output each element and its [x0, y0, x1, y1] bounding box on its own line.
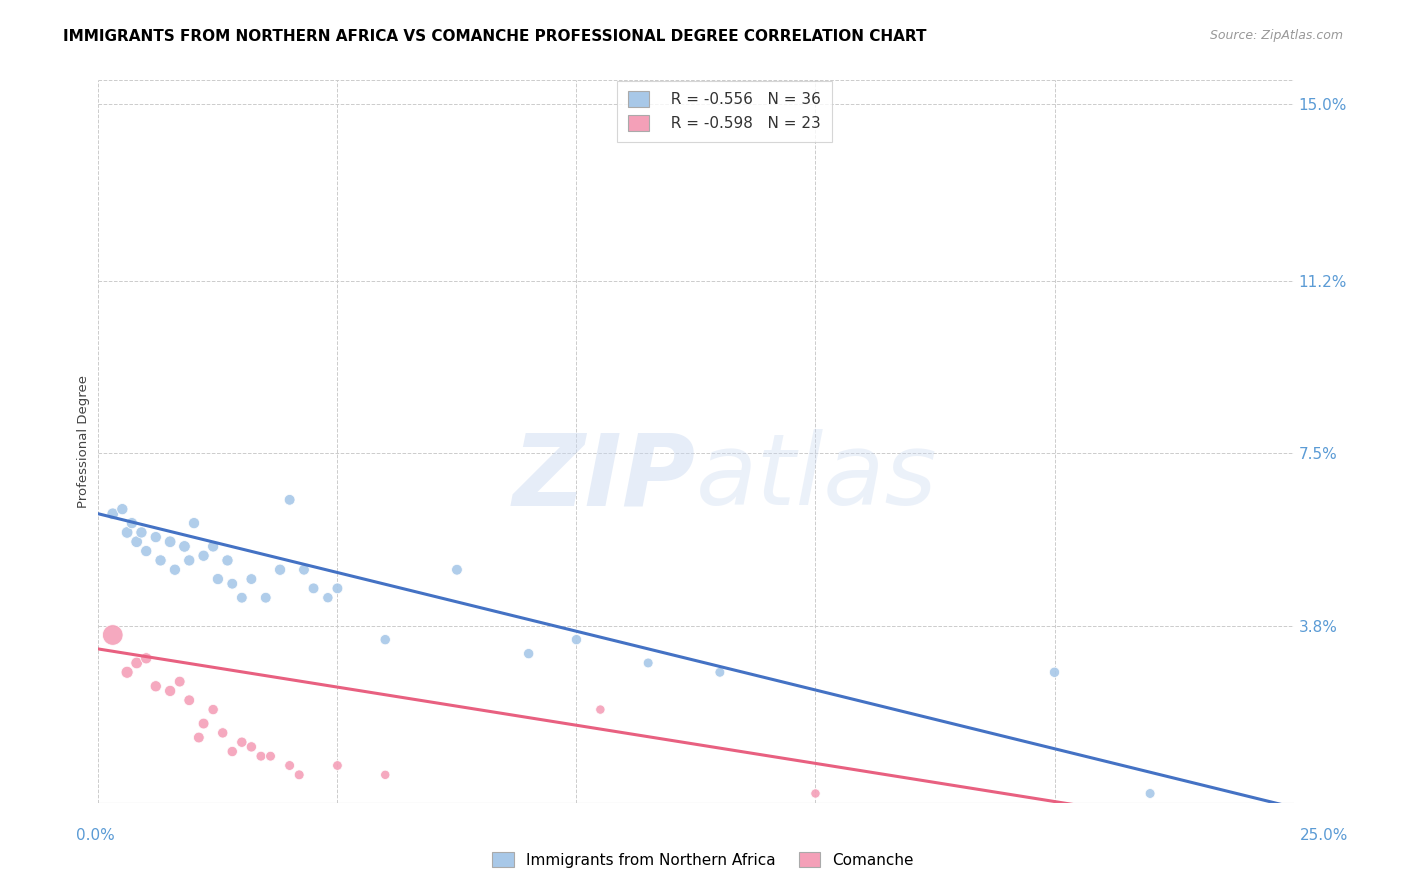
Legend:   R = -0.556   N = 36,   R = -0.598   N = 23: R = -0.556 N = 36, R = -0.598 N = 23: [617, 80, 832, 142]
Point: [288, 768, 311, 782]
Point: [101, 507, 124, 521]
Point: [169, 674, 191, 689]
Point: [804, 787, 827, 801]
Point: [101, 628, 124, 642]
Point: [202, 702, 225, 716]
Point: [709, 665, 731, 680]
Point: [145, 530, 167, 544]
Point: [183, 516, 205, 530]
Point: [193, 716, 215, 731]
Point: [250, 749, 273, 764]
Point: [115, 525, 138, 540]
Point: [254, 591, 277, 605]
Point: [278, 492, 301, 507]
Point: [589, 702, 612, 716]
Point: [374, 768, 396, 782]
Point: [292, 563, 315, 577]
Point: [221, 745, 243, 759]
Point: [637, 656, 659, 670]
Point: [565, 632, 588, 647]
Point: [240, 572, 263, 586]
Point: [159, 684, 181, 698]
Point: [135, 544, 157, 558]
Point: [269, 563, 291, 577]
Point: [193, 549, 215, 563]
Point: [1139, 787, 1161, 801]
Point: [149, 553, 172, 567]
Point: [374, 632, 396, 647]
Point: [187, 731, 209, 745]
Point: [217, 553, 239, 567]
Text: Source: ZipAtlas.com: Source: ZipAtlas.com: [1209, 29, 1343, 42]
Point: [125, 534, 148, 549]
Point: [121, 516, 143, 530]
Point: [446, 563, 468, 577]
Text: IMMIGRANTS FROM NORTHERN AFRICA VS COMANCHE PROFESSIONAL DEGREE CORRELATION CHAR: IMMIGRANTS FROM NORTHERN AFRICA VS COMAN…: [63, 29, 927, 44]
Point: [240, 739, 263, 754]
Point: [173, 540, 195, 554]
Point: [111, 502, 134, 516]
Point: [202, 540, 225, 554]
Point: [326, 582, 349, 596]
Point: [131, 525, 153, 540]
Point: [221, 576, 243, 591]
Point: [159, 534, 181, 549]
Text: atlas: atlas: [696, 429, 938, 526]
Point: [1043, 665, 1066, 680]
Point: [125, 656, 148, 670]
Point: [179, 693, 201, 707]
Point: [207, 572, 229, 586]
Text: 25.0%: 25.0%: [1301, 829, 1348, 843]
Point: [145, 679, 167, 693]
Y-axis label: Professional Degree: Professional Degree: [77, 375, 90, 508]
Point: [259, 749, 281, 764]
Point: [278, 758, 301, 772]
Legend: Immigrants from Northern Africa, Comanche: Immigrants from Northern Africa, Comanch…: [486, 846, 920, 873]
Point: [163, 563, 186, 577]
Point: [517, 647, 540, 661]
Point: [211, 726, 233, 740]
Point: [326, 758, 349, 772]
Point: [231, 735, 253, 749]
Text: ZIP: ZIP: [513, 429, 696, 526]
Point: [316, 591, 339, 605]
Point: [302, 582, 325, 596]
Point: [179, 553, 201, 567]
Point: [231, 591, 253, 605]
Point: [115, 665, 138, 680]
Point: [135, 651, 157, 665]
Text: 0.0%: 0.0%: [76, 829, 115, 843]
